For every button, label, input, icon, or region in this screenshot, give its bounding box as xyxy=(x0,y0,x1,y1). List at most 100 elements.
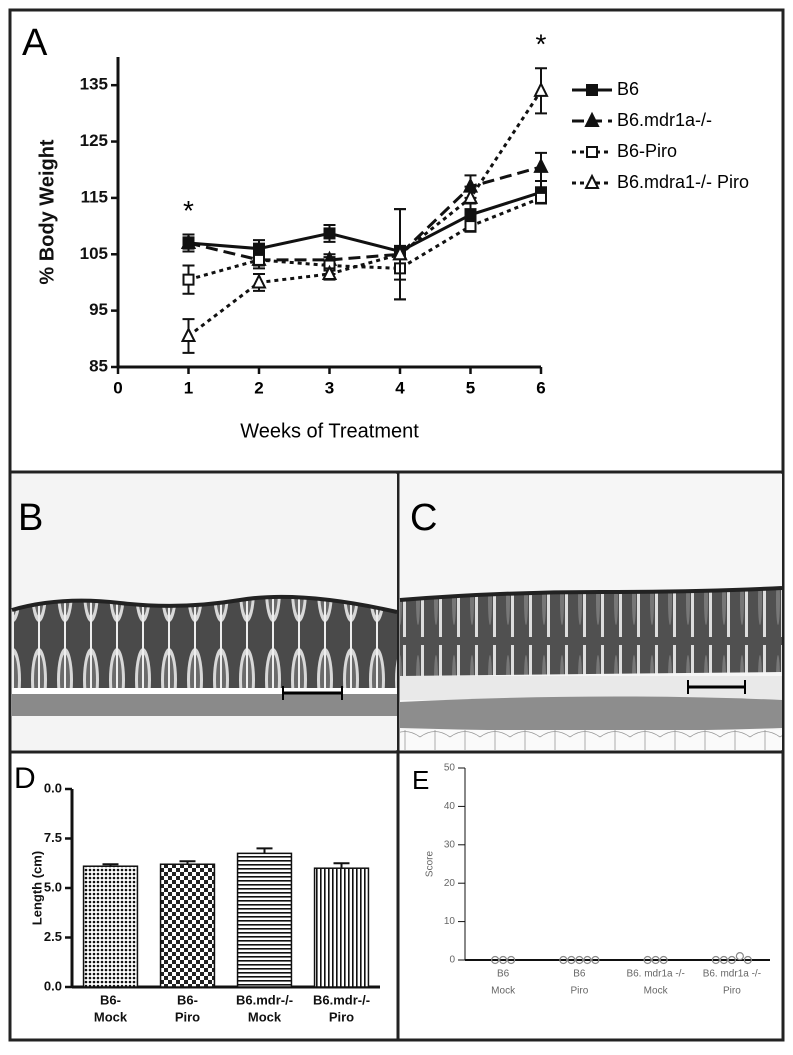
point xyxy=(643,955,652,965)
point xyxy=(499,955,508,965)
legend-label: B6-Piro xyxy=(617,141,677,161)
legend-label: B6.mdra1-/- Piro xyxy=(617,172,749,192)
x-tick-label: Piro xyxy=(175,1009,200,1024)
point xyxy=(567,955,576,965)
y-tick-label: 0 xyxy=(449,955,455,966)
bar xyxy=(313,867,370,988)
y-tick-label: 2.5 xyxy=(44,929,62,944)
x-tick-label: Piro xyxy=(723,986,741,997)
x-tick-label: Mock xyxy=(248,1009,282,1024)
bar xyxy=(159,863,216,988)
marker xyxy=(392,245,408,261)
x-tick-label: B6 xyxy=(497,969,510,980)
annotation: * xyxy=(536,29,547,60)
marker xyxy=(251,273,267,289)
x-axis-label: Weeks of Treatment xyxy=(240,420,419,442)
x-tick-label: 3 xyxy=(325,378,334,397)
point xyxy=(651,955,660,965)
bar xyxy=(236,852,293,988)
marker xyxy=(182,273,195,286)
marker xyxy=(464,208,477,221)
point xyxy=(591,955,600,965)
y-tick-label: 5.0 xyxy=(44,879,62,894)
x-tick-label: 4 xyxy=(395,378,405,397)
series-line xyxy=(188,196,542,282)
y-axis-label: Length (cm) xyxy=(29,851,44,925)
bar xyxy=(82,865,139,988)
x-tick-label: 2 xyxy=(254,378,263,397)
series-line xyxy=(187,89,543,338)
x-tick-label: 5 xyxy=(466,378,475,397)
marker xyxy=(180,326,197,342)
y-axis-label: Score xyxy=(425,851,436,878)
x-tick-label: Mock xyxy=(94,1009,128,1024)
panel-label: D xyxy=(14,762,36,795)
point xyxy=(735,952,744,961)
x-tick-label: 0 xyxy=(113,378,122,397)
x-tick-label: B6- xyxy=(177,992,198,1007)
point xyxy=(491,955,500,965)
error-bar xyxy=(179,860,196,865)
point xyxy=(659,955,668,965)
panel-label: B xyxy=(18,497,43,539)
x-tick-label: Mock xyxy=(644,986,669,997)
x-tick-label: B6. mdr1a -/- xyxy=(626,969,684,980)
y-tick-label: 0.0 xyxy=(44,780,62,795)
x-tick-label: B6.mdr-/- xyxy=(236,992,293,1007)
legend-label: B6.mdr1a-/- xyxy=(617,110,712,130)
x-tick-label: 1 xyxy=(184,378,193,397)
x-tick-label: Piro xyxy=(329,1009,354,1024)
panel-label: C xyxy=(410,497,437,539)
marker xyxy=(586,84,598,96)
marker xyxy=(180,233,197,249)
y-tick-label: 0.0 xyxy=(44,978,62,993)
y-tick-label: 7.5 xyxy=(44,830,62,845)
error-bar xyxy=(333,862,350,869)
x-tick-label: Piro xyxy=(570,986,588,997)
y-tick-label: 125 xyxy=(80,131,108,150)
marker xyxy=(533,157,549,173)
x-tick-label: B6 xyxy=(573,969,586,980)
point xyxy=(575,955,584,965)
point xyxy=(711,955,720,965)
point xyxy=(507,955,516,965)
y-axis-label: % Body Weight xyxy=(36,139,58,285)
y-tick-label: 105 xyxy=(80,244,108,263)
x-tick-label: B6. mdr1a -/- xyxy=(703,969,761,980)
y-tick-label: 85 xyxy=(89,356,108,375)
histology-image-c xyxy=(399,474,783,750)
x-tick-label: B6- xyxy=(100,992,121,1007)
y-tick-label: 10 xyxy=(444,916,456,927)
panel-frames xyxy=(8,8,785,1042)
marker xyxy=(535,191,547,204)
y-tick-label: 115 xyxy=(81,187,108,206)
panel-label: E xyxy=(412,765,429,795)
error-bar xyxy=(256,847,273,854)
x-tick-label: Mock xyxy=(491,986,516,997)
marker xyxy=(533,81,549,97)
point xyxy=(559,955,568,965)
legend-label: B6 xyxy=(617,79,639,99)
point xyxy=(719,955,728,965)
y-tick-label: 50 xyxy=(444,763,456,774)
point xyxy=(583,955,592,965)
error-bar xyxy=(102,863,119,867)
histology-image-b xyxy=(11,474,398,750)
marker xyxy=(462,188,479,204)
y-tick-label: 30 xyxy=(444,839,456,850)
series-line xyxy=(188,190,542,254)
annotation: * xyxy=(183,195,194,226)
point xyxy=(743,955,752,965)
marker xyxy=(321,264,338,280)
y-tick-label: 20 xyxy=(444,878,456,889)
y-tick-label: 95 xyxy=(89,300,108,319)
marker xyxy=(323,227,336,240)
x-tick-label: 6 xyxy=(536,378,545,397)
marker xyxy=(253,253,265,266)
panel-label: A xyxy=(22,22,48,64)
series-line xyxy=(188,165,542,262)
marker xyxy=(584,173,600,189)
y-tick-label: 40 xyxy=(444,801,456,812)
y-tick-label: 135 xyxy=(80,75,108,94)
